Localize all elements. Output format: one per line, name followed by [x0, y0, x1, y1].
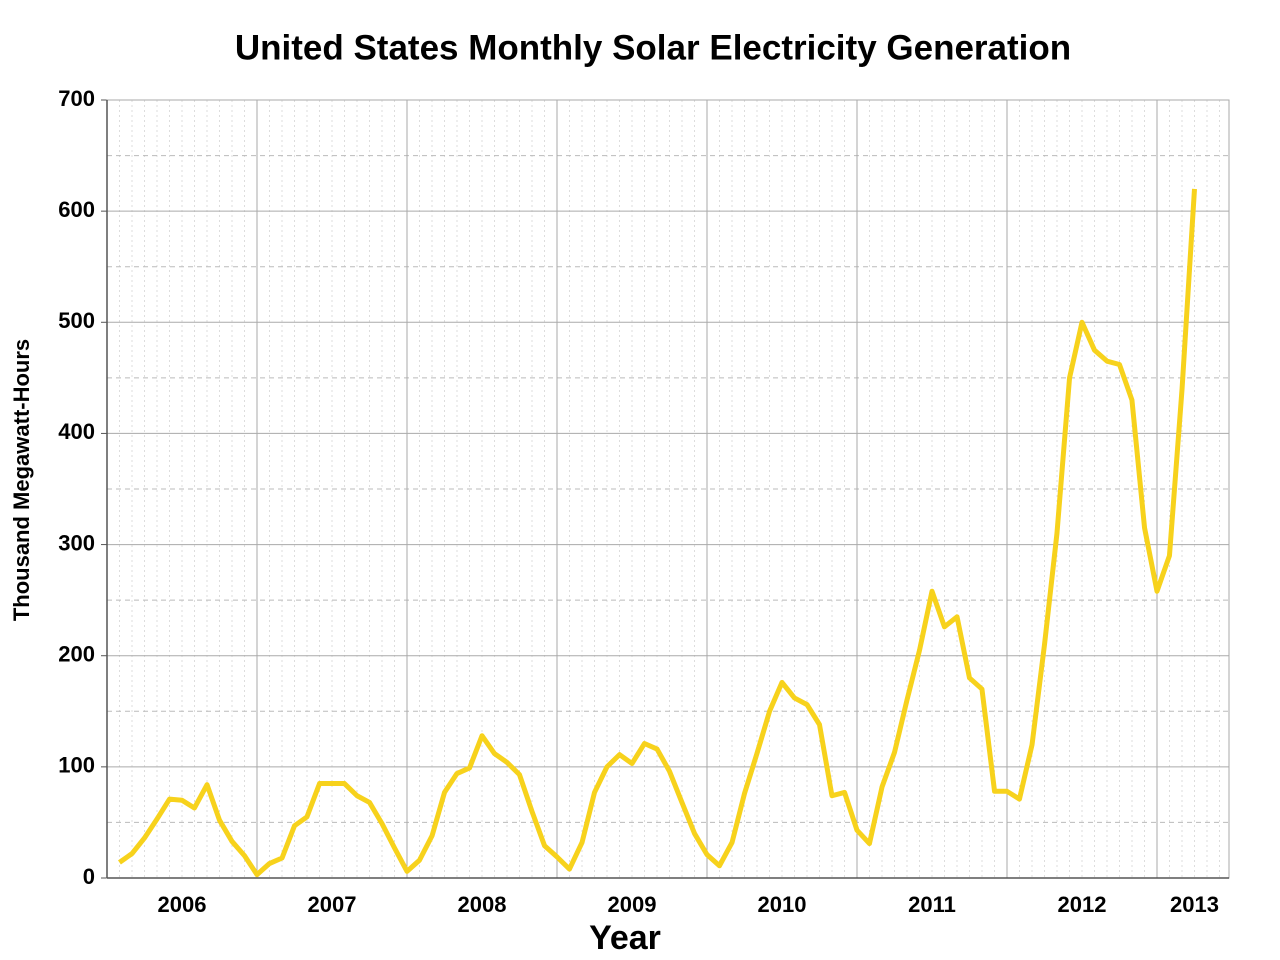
chart-title: United States Monthly Solar Electricity … [235, 28, 1071, 67]
y-tick-label: 300 [58, 530, 95, 555]
x-tick-label: 2008 [458, 892, 507, 917]
y-tick-label: 0 [83, 864, 95, 889]
x-tick-label: 2007 [308, 892, 357, 917]
line-series [118, 188, 1197, 878]
y-tick-label: 400 [58, 419, 95, 444]
y-tick-label: 200 [58, 642, 95, 667]
x-tick-label: 2013 [1170, 892, 1219, 917]
y-tick-label: 500 [58, 308, 95, 333]
x-tick-label: 2006 [158, 892, 207, 917]
y-tick-label: 600 [58, 197, 95, 222]
x-tick-label: 2011 [908, 892, 956, 917]
y-tick-label: 700 [58, 86, 95, 111]
x-axis-label: Year [589, 919, 661, 957]
y-axis-label: Thousand Megawatt-Hours [9, 339, 34, 621]
y-tick-label: 100 [58, 753, 95, 778]
x-tick-label: 2012 [1058, 892, 1107, 917]
x-tick-label: 2010 [758, 892, 807, 917]
x-tick-label: 2009 [608, 892, 657, 917]
